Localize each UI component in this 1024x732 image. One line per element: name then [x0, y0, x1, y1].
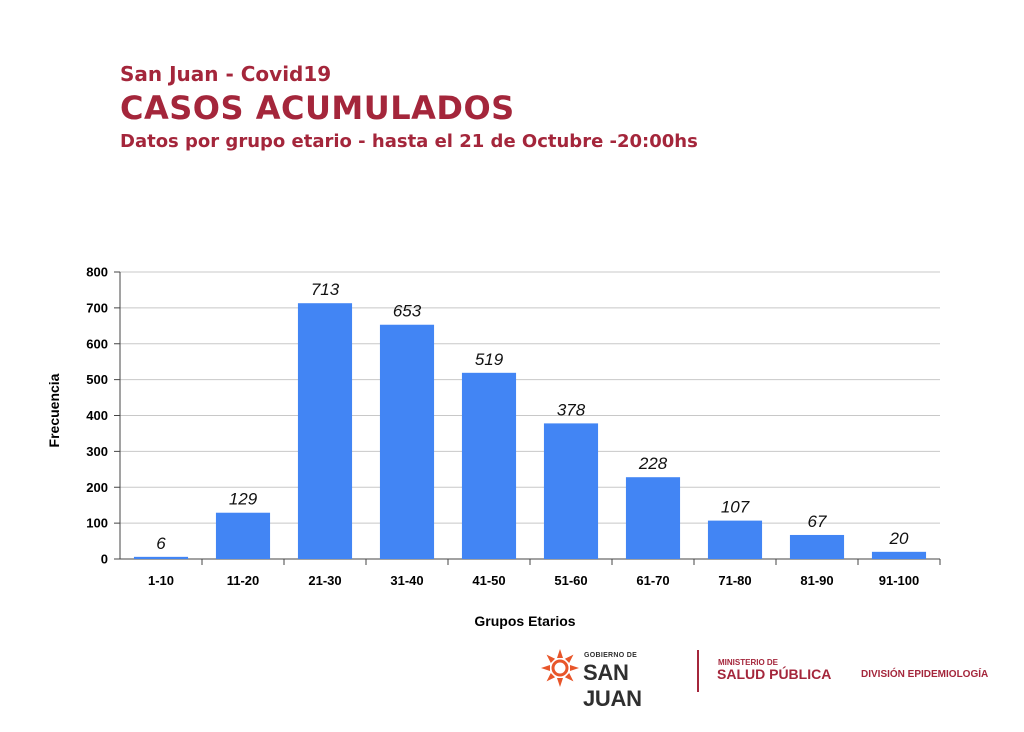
header: San Juan - Covid19 CASOS ACUMULADOS Dato… [120, 60, 698, 156]
y-tick-label: 600 [86, 336, 108, 351]
chart-title: CASOS ACUMULADOS [120, 89, 515, 127]
division-epidemiologia-text: DIVISIÓN EPIDEMIOLOGÍA [861, 669, 989, 680]
sun-logo-icon [541, 649, 579, 687]
bar [871, 551, 927, 559]
x-tick-label: 51-60 [554, 573, 587, 588]
y-axis-title: Frecuencia [46, 373, 62, 447]
x-tick-label: 41-50 [472, 573, 505, 588]
footer-logos: GOBIERNO DE SAN JUAN MINISTERIO DE SALUD… [540, 646, 1010, 711]
x-tick-label: 21-30 [308, 573, 341, 588]
y-tick-label: 400 [86, 408, 108, 423]
data-label: 519 [475, 350, 504, 369]
y-tick-label: 800 [86, 265, 108, 280]
data-label: 107 [721, 498, 750, 517]
x-axis-title: Grupos Etarios [474, 613, 575, 629]
y-tick-label: 300 [86, 444, 108, 459]
data-label: 378 [557, 400, 586, 419]
bar [379, 324, 435, 559]
data-label: 653 [393, 302, 422, 321]
data-label: 20 [889, 529, 909, 548]
y-tick-label: 500 [86, 372, 108, 387]
bar [297, 303, 353, 559]
gobierno-de-text: GOBIERNO DE [584, 652, 638, 659]
y-tick-label: 200 [86, 480, 108, 495]
data-label: 129 [229, 490, 258, 509]
ministerio-de-text: MINISTERIO DE [718, 658, 779, 667]
data-label: 228 [638, 454, 668, 473]
x-tick-label: 61-70 [636, 573, 669, 588]
bar [133, 556, 189, 559]
bar [707, 520, 763, 559]
footer-divider [697, 650, 699, 692]
x-tick-label: 71-80 [718, 573, 751, 588]
san-juan-text: SAN JUAN [583, 660, 642, 711]
gobierno-san-juan-logo: GOBIERNO DE SAN JUAN [540, 646, 690, 711]
bar [625, 477, 681, 559]
bar [543, 423, 599, 559]
data-label: 67 [808, 512, 827, 531]
x-tick-label: 11-20 [227, 573, 260, 588]
y-tick-label: 100 [86, 516, 108, 531]
y-tick-label: 0 [101, 552, 108, 567]
x-tick-label: 81-90 [800, 573, 833, 588]
data-label: 713 [311, 280, 340, 299]
y-tick-label: 700 [86, 300, 108, 315]
x-tick-label: 1-10 [148, 573, 174, 588]
x-tick-label: 31-40 [390, 573, 423, 588]
chart-supertitle: San Juan - Covid19 [120, 62, 332, 86]
salud-publica-text: SALUD PÚBLICA [717, 666, 832, 682]
bar [215, 512, 271, 559]
data-label: 6 [156, 534, 166, 553]
x-tick-label: 91-100 [879, 573, 919, 588]
bar [461, 372, 517, 559]
chart-subtitle: Datos por grupo etario - hasta el 21 de … [120, 131, 698, 152]
bar [789, 534, 845, 559]
